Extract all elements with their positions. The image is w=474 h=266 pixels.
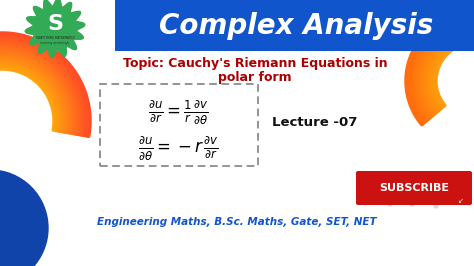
Text: Topic: Cauchy's Riemann Equations in: Topic: Cauchy's Riemann Equations in bbox=[123, 57, 387, 70]
Text: Learning unstintingly: Learning unstintingly bbox=[40, 41, 70, 45]
Text: SWATI THING MATHEMATICS: SWATI THING MATHEMATICS bbox=[36, 36, 74, 40]
Text: $\frac{\partial u}{\partial \theta} = -r\,\frac{\partial v}{\partial r}$: $\frac{\partial u}{\partial \theta} = -r… bbox=[137, 134, 219, 162]
Text: polar form: polar form bbox=[218, 70, 292, 84]
Text: SUBSCRIBE: SUBSCRIBE bbox=[379, 183, 449, 193]
Text: Lecture -07: Lecture -07 bbox=[272, 117, 358, 130]
Circle shape bbox=[398, 189, 402, 193]
Circle shape bbox=[410, 202, 414, 206]
Polygon shape bbox=[25, 0, 85, 58]
Text: Engineering Maths, B.Sc. Maths, Gate, SET, NET: Engineering Maths, B.Sc. Maths, Gate, SE… bbox=[97, 217, 377, 227]
Circle shape bbox=[434, 204, 438, 208]
Text: ↙: ↙ bbox=[458, 198, 464, 204]
FancyBboxPatch shape bbox=[356, 171, 472, 205]
Bar bbox=[115, 0, 474, 51]
Text: S: S bbox=[47, 14, 63, 34]
Circle shape bbox=[0, 170, 48, 266]
Circle shape bbox=[388, 202, 392, 206]
Text: Complex Analysis: Complex Analysis bbox=[159, 12, 433, 40]
Circle shape bbox=[446, 190, 450, 196]
FancyBboxPatch shape bbox=[100, 84, 258, 166]
Text: $\frac{\partial u}{\partial r} = \frac{1}{r}\frac{\partial v}{\partial \theta}$: $\frac{\partial u}{\partial r} = \frac{1… bbox=[148, 98, 208, 126]
Circle shape bbox=[421, 192, 427, 197]
